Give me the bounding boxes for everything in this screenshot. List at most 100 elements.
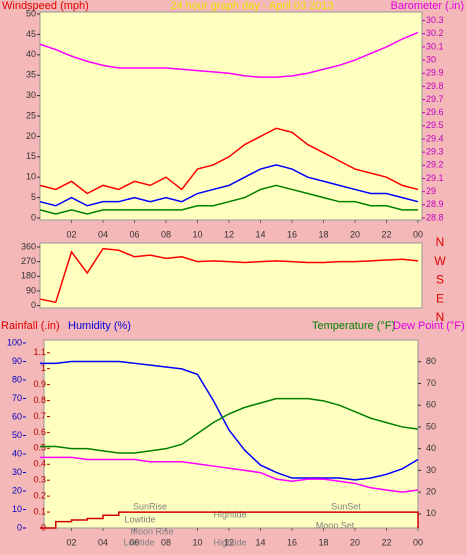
y-tick-label: 50 (26, 8, 36, 18)
y-tick-label: 1 (41, 363, 46, 373)
y3-tick-label: 20 (12, 485, 22, 495)
annotation: Lowtide (123, 537, 154, 547)
y3-tick-label: 50 (12, 430, 22, 440)
graph-title: 24 hour graph day - April 03 2013 (170, 0, 333, 12)
y-tick-label: 20 (26, 131, 36, 141)
y-tick-label: 0.6 (33, 427, 46, 437)
y3-tick-label: 90 (12, 356, 22, 366)
y3-tick-label: 100 (7, 337, 22, 347)
y2-tick-label: 29.8 (426, 81, 444, 91)
annotation: Moon Rise (130, 526, 173, 536)
y-tick-label: 5 (31, 192, 36, 202)
x-tick-label: 22 (381, 537, 391, 547)
y2-tick-label: 30 (426, 54, 436, 64)
y3-tick-label: 40 (12, 448, 22, 458)
x-tick-label: 04 (98, 229, 108, 239)
series-line (39, 184, 418, 215)
y2-tick-label: N (436, 235, 445, 249)
y-tick-label: 15 (26, 151, 36, 161)
y2-tick-label: 40 (426, 443, 436, 453)
y2-tick-label: 29.6 (426, 107, 444, 117)
y-tick-label: 0.1 (33, 506, 46, 516)
y-tick-label: 0.7 (33, 411, 46, 421)
y2-tick-label: 30.2 (426, 28, 444, 38)
y2-tick-label: 50 (426, 421, 436, 431)
y2-tick-label: 10 (426, 508, 436, 518)
y2-tick-label: 28.8 (426, 212, 444, 222)
y2-tick-label: 29.7 (426, 94, 444, 104)
annotation: SunSet (331, 501, 361, 511)
y-tick-label: 40 (26, 49, 36, 59)
y-tick-label: 180 (21, 271, 36, 281)
y-tick-label: 0.2 (33, 491, 46, 501)
series-line (40, 360, 419, 481)
x-tick-label: 12 (224, 537, 234, 547)
y2-tick-label: 29.5 (426, 120, 444, 130)
series-line (40, 456, 419, 493)
y-tick-label: 0.3 (33, 475, 46, 485)
y3-tick-label: 10 (12, 504, 22, 514)
y2-tick-label: 29.4 (426, 133, 444, 143)
x-tick-label: 20 (350, 229, 360, 239)
y2-tick-label: W (434, 254, 446, 268)
y3-tick-label: 30 (12, 467, 22, 477)
y3-tick-label: 80 (12, 374, 22, 384)
y2-tick-label: 70 (426, 378, 436, 388)
x-tick-label: 12 (224, 229, 234, 239)
x-tick-label: 18 (318, 537, 328, 547)
y-tick-label: 90 (26, 285, 36, 295)
annotation: Lowtide (124, 514, 155, 524)
y-tick-label: 45 (26, 29, 36, 39)
y3-tick-label: 0 (17, 522, 22, 532)
y3-tick-label: 70 (12, 393, 22, 403)
series-line (39, 164, 419, 207)
y2-tick-label: 29 (426, 186, 436, 196)
y2-tick-label: 29.9 (426, 68, 444, 78)
y2-tick-label: 80 (426, 356, 436, 366)
y2-tick-label: E (436, 291, 444, 305)
y2-tick-label: 30.3 (426, 15, 444, 25)
y2-tick-label: 29.2 (426, 160, 444, 170)
y-tick-label: 0 (31, 300, 36, 310)
x-tick-label: 06 (129, 229, 139, 239)
y2-tick-label: 20 (426, 487, 436, 497)
annotation: SunRise (133, 501, 167, 511)
x-tick-label: 10 (192, 229, 202, 239)
y-tick-label: 360 (21, 241, 36, 251)
x-tick-label: 14 (255, 537, 265, 547)
x-tick-label: 20 (350, 537, 360, 547)
x-tick-label: 18 (318, 229, 328, 239)
y-tick-label: 0.8 (33, 395, 46, 405)
y-tick-label: 10 (26, 172, 36, 182)
y2-tick-label: 30.1 (426, 41, 444, 51)
rainfall-label: Rainfall (.in) (1, 320, 60, 332)
annotation: Hightide (213, 509, 246, 519)
barometer-label: Barometer (.in) (391, 0, 464, 12)
y-tick-label: 270 (21, 256, 36, 266)
series-line (40, 511, 419, 529)
x-tick-label: 08 (161, 537, 171, 547)
x-tick-label: 02 (66, 229, 76, 239)
x-tick-label: 00 (413, 229, 423, 239)
x-tick-label: 16 (287, 537, 297, 547)
y2-tick-label: 30 (426, 465, 436, 475)
x-tick-label: 10 (192, 537, 202, 547)
x-tick-label: 04 (98, 537, 108, 547)
y-tick-label: 0 (31, 212, 36, 222)
y2-tick-label: 29.1 (426, 173, 444, 183)
x-tick-label: 22 (381, 229, 391, 239)
x-tick-label: 16 (287, 229, 297, 239)
annotation: Hightide (213, 537, 246, 547)
x-tick-label: 06 (129, 537, 139, 547)
plot-area (39, 242, 423, 309)
series-line (39, 247, 419, 304)
y-tick-label: 25 (26, 110, 36, 120)
series-line (39, 127, 419, 195)
y3-tick-label: 60 (12, 411, 22, 421)
x-tick-label: 08 (161, 229, 171, 239)
temperature-label: Temperature (°F) (312, 320, 395, 332)
y2-tick-label: N (436, 310, 445, 324)
y-tick-label: 0.5 (33, 443, 46, 453)
y2-tick-label: 28.9 (426, 199, 444, 209)
